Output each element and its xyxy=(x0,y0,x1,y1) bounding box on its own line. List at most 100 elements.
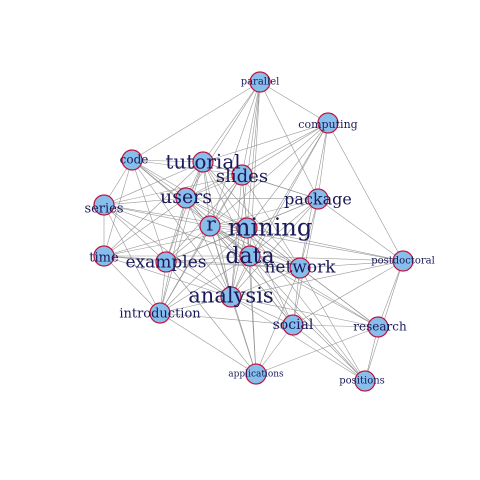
edge-postdoctoral-research xyxy=(377,260,404,328)
node-label-analysis: analysis xyxy=(188,284,273,308)
node-label-social: social xyxy=(273,317,314,333)
edge-r-social xyxy=(209,225,294,326)
node-time xyxy=(93,245,115,267)
node-label-research: research xyxy=(353,320,407,334)
edge-parallel-package xyxy=(259,81,319,200)
edge-computing-r xyxy=(209,122,329,227)
edge-parallel-code xyxy=(131,81,261,161)
node-data xyxy=(239,245,261,267)
edge-slides-package xyxy=(241,174,319,200)
edge-package-network xyxy=(299,198,319,269)
edge-package-r xyxy=(209,198,319,227)
edge-examples-data xyxy=(165,255,251,263)
edge-mining-introduction xyxy=(159,227,248,314)
edge-users-examples xyxy=(165,197,187,263)
edge-introduction-social xyxy=(159,312,294,326)
edge-computing-mining xyxy=(246,122,329,229)
node-parallel xyxy=(249,71,271,93)
edge-analysis-positions xyxy=(230,296,366,382)
node-label-postdoctoral: postdoctoral xyxy=(371,256,435,267)
node-label-data: data xyxy=(225,244,274,269)
node-applications xyxy=(245,363,267,385)
edge-slides-introduction xyxy=(159,174,243,314)
node-analysis xyxy=(220,286,242,308)
edge-r-introduction xyxy=(159,225,211,314)
edge-series-examples xyxy=(103,204,167,263)
edge-parallel-computing xyxy=(259,81,329,124)
edge-computing-postdoctoral xyxy=(327,122,404,262)
edge-network-postdoctoral xyxy=(299,260,404,269)
node-label-computing: computing xyxy=(298,118,357,131)
edge-analysis-research xyxy=(230,296,379,328)
node-examples xyxy=(155,251,177,273)
edge-mining-time xyxy=(103,227,248,257)
edge-examples-network xyxy=(165,261,301,269)
edge-tutorial-r xyxy=(202,161,211,227)
edge-data-positions xyxy=(249,255,366,382)
edge-introduction-applications xyxy=(159,312,257,375)
edge-slides-analysis xyxy=(230,174,243,298)
edge-time-introduction xyxy=(103,255,161,314)
node-positions xyxy=(354,370,376,392)
edge-research-applications xyxy=(255,326,379,375)
edge-r-time xyxy=(103,225,211,257)
edge-data-social xyxy=(249,255,294,326)
edge-slides-network xyxy=(241,174,301,269)
edge-analysis-social xyxy=(230,296,294,326)
edge-parallel-analysis xyxy=(230,81,261,298)
node-network xyxy=(289,257,311,279)
edge-slides-series xyxy=(103,174,243,206)
edge-mining-postdoctoral xyxy=(246,227,404,262)
node-series xyxy=(93,194,115,216)
node-slides xyxy=(231,164,253,186)
node-postdoctoral xyxy=(392,250,414,272)
nodes-layer xyxy=(93,71,414,392)
node-label-parallel: parallel xyxy=(241,77,280,88)
node-label-series: series xyxy=(84,202,123,217)
edge-analysis-applications xyxy=(230,296,257,375)
edge-network-positions xyxy=(299,267,366,382)
edge-tutorial-mining xyxy=(202,161,248,229)
edge-computing-analysis xyxy=(230,122,329,298)
edge-package-users xyxy=(185,197,319,200)
edge-code-tutorial xyxy=(131,159,204,163)
edge-computing-package xyxy=(317,122,329,200)
edge-code-users xyxy=(131,159,187,199)
edge-users-mining xyxy=(185,197,248,229)
edge-code-r xyxy=(131,159,211,227)
edge-data-applications xyxy=(249,255,257,375)
edge-mining-positions xyxy=(246,227,366,382)
edge-series-users xyxy=(103,197,187,206)
edge-parallel-slides xyxy=(241,81,261,176)
edge-parallel-tutorial xyxy=(202,81,261,163)
edge-users-analysis xyxy=(185,197,232,298)
node-label-code: code xyxy=(120,153,149,167)
node-label-introduction: introduction xyxy=(119,307,201,322)
node-r xyxy=(199,215,221,237)
edge-computing-users xyxy=(185,122,329,199)
edge-series-r xyxy=(103,204,211,227)
node-label-users: users xyxy=(160,186,212,208)
edge-tutorial-data xyxy=(202,161,251,257)
edge-network-analysis xyxy=(230,267,301,298)
edge-computing-slides xyxy=(241,122,329,176)
edge-data-postdoctoral xyxy=(249,255,404,262)
edge-mining-social xyxy=(246,227,294,326)
edge-mining-analysis xyxy=(230,227,248,298)
edge-social-research xyxy=(292,324,379,328)
node-label-slides: slides xyxy=(216,166,268,187)
edge-computing-tutorial xyxy=(202,122,329,163)
node-label-r: r xyxy=(206,212,216,236)
edge-series-data xyxy=(103,204,251,257)
node-package xyxy=(307,188,329,210)
node-label-package: package xyxy=(284,190,352,209)
node-users xyxy=(175,187,197,209)
edge-examples-applications xyxy=(165,261,257,375)
node-label-network: network xyxy=(264,258,336,278)
edge-analysis-introduction xyxy=(159,296,232,314)
node-introduction xyxy=(149,302,171,324)
edge-data-introduction xyxy=(159,255,251,314)
edge-postdoctoral-social xyxy=(292,260,404,326)
node-code xyxy=(121,149,143,171)
